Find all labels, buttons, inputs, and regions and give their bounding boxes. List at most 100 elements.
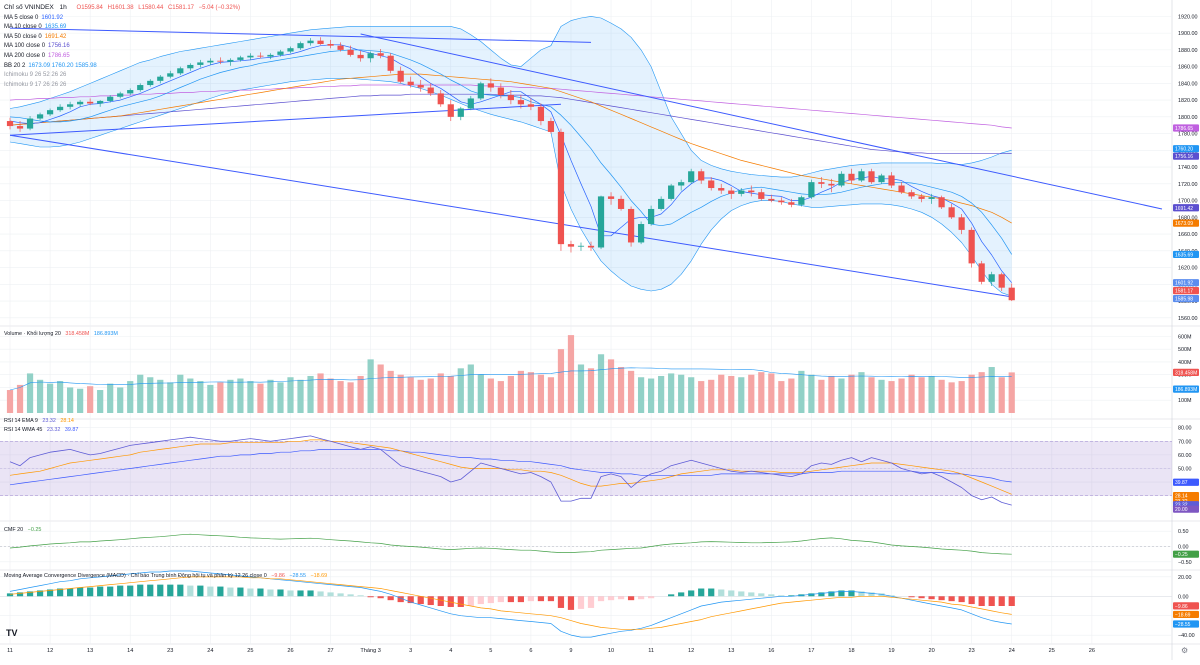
volume-bar [928, 375, 935, 413]
macd-histogram-bar [387, 596, 394, 601]
x-tick-label: 5 [489, 648, 492, 654]
x-tick-label: 18 [848, 648, 854, 654]
x-tick-label: 13 [728, 648, 734, 654]
candle-body [127, 90, 134, 94]
candle-body [728, 190, 735, 194]
x-tick-label: 19 [888, 648, 894, 654]
legend-row[interactable]: MA 50 close 0 1691.42 [4, 33, 240, 43]
symbol-title[interactable]: Chỉ số VNINDEX [4, 4, 54, 11]
volume-bar [718, 374, 725, 413]
macd-histogram-bar [477, 596, 484, 605]
volume-bar [577, 364, 585, 413]
volume-bar [507, 375, 514, 413]
volume-bar [167, 382, 174, 413]
axis-badge [1173, 219, 1199, 227]
x-tick-label: 25 [1049, 648, 1055, 654]
tradingview-logo[interactable]: TV [6, 628, 18, 638]
candle-body [718, 188, 725, 191]
volume-bar [487, 378, 494, 413]
volume-bar [617, 367, 625, 413]
macd-histogram-bar [267, 589, 274, 597]
candle-body [778, 200, 785, 203]
macd-histogram-bar [918, 596, 925, 599]
cmf-title[interactable]: CMF 20 [4, 527, 24, 533]
legend-row[interactable]: Ichimoku 9 17 26 26 26 [4, 81, 240, 91]
axis-tick-label: −40.00 [1178, 633, 1195, 639]
legend-row[interactable]: MA 100 close 0 1756.16 [4, 42, 240, 52]
volume-bar [668, 373, 675, 413]
rsi-line [9, 435, 1012, 506]
macd-histogram-bar [988, 596, 995, 606]
macd-histogram-bar [738, 591, 745, 597]
macd-histogram-bar [587, 596, 595, 608]
macd-histogram-bar [427, 596, 434, 606]
cmf-line [9, 533, 1012, 555]
axis-tick-label: 0.00 [1178, 545, 1189, 551]
volume-legend: Volume · Khối lượng 20 318.458M 186.893M [4, 331, 118, 337]
axis-badge-label: 186.893M [1175, 387, 1197, 393]
volume-bar [828, 375, 835, 413]
macd-histogram-bar [627, 596, 635, 601]
macd-histogram-bar [6, 593, 14, 597]
macd-histogram-bar [557, 596, 565, 608]
candle-body [798, 197, 805, 205]
timeframe[interactable]: 1h [59, 4, 67, 11]
cmf-legend: CMF 20 −0.25 [4, 527, 41, 533]
volume-bar [938, 379, 945, 413]
macd-title[interactable]: Moving Average Convergence Divergence (M… [4, 573, 267, 579]
macd-histogram-bar [668, 594, 675, 597]
legend-row[interactable]: Ichimoku 9 26 52 26 26 [4, 71, 240, 81]
rsi-ema-title[interactable]: RSI 14 EMA 9 [4, 418, 38, 424]
volume-bar [137, 374, 144, 413]
legend-value: 1635.69 [44, 24, 67, 31]
legend-row[interactable]: MA 5 close 0 1601.92 [4, 14, 240, 24]
macd-histogram-bar [197, 585, 204, 597]
axis-tick-label: 70.00 [1178, 439, 1192, 445]
candle-body [678, 182, 685, 186]
axis-tick-label: 1660.00 [1178, 232, 1198, 238]
candle-body [397, 70, 404, 82]
legend-row[interactable]: BB 20 2 1673.09 1760.20 1585.98 [4, 62, 240, 72]
candle-body [357, 54, 364, 59]
candle-body [427, 87, 434, 94]
macd-signal-value: −18.69 [310, 573, 328, 579]
candle-body [748, 190, 755, 193]
legend-row[interactable]: MA 10 close 0 1635.69 [4, 23, 240, 33]
macd-histogram-bar [597, 596, 605, 602]
macd-histogram-bar [56, 588, 64, 597]
macd-histogram-bar [257, 588, 264, 597]
volume-bar [818, 379, 825, 413]
axis-tick-label: 1840.00 [1178, 81, 1198, 87]
macd-histogram-bar [437, 596, 444, 606]
legend-row[interactable]: MA 200 close 0 1786.65 [4, 52, 240, 62]
volume-bar [1008, 372, 1015, 413]
candle-body [708, 180, 715, 189]
macd-histogram-bar [517, 596, 524, 603]
volume-bar [367, 359, 374, 413]
volume-bar [357, 375, 364, 413]
candle-body [868, 171, 875, 183]
candle-body [648, 208, 655, 225]
volume-bar [868, 377, 875, 413]
macd-histogram-bar [698, 588, 705, 597]
candle-body [297, 43, 304, 49]
axis-tick-label: 0.00 [1178, 594, 1189, 600]
settings-gear-icon[interactable]: ⚙ [1181, 646, 1188, 655]
macd-histogram-bar [377, 596, 384, 599]
volume-bar [597, 354, 605, 413]
volume-bar [427, 378, 434, 413]
axis-badge [1173, 279, 1199, 287]
macd-histogram-bar [567, 596, 575, 610]
axis-tick-label: 1680.00 [1178, 215, 1198, 221]
volume-bar [968, 374, 975, 413]
volume-bar [848, 374, 855, 413]
axis-badge [1173, 505, 1199, 513]
macd-histogram-bar [728, 590, 735, 597]
macd-histogram-bar [147, 584, 154, 597]
candle-body [918, 196, 925, 199]
volume-ma-value: 186.893M [93, 331, 118, 337]
bollinger-band-fill [10, 16, 1012, 297]
rsi-wma-title[interactable]: RSI 14 WMA 45 [4, 427, 43, 433]
volume-title[interactable]: Volume · Khối lượng 20 [4, 331, 61, 337]
